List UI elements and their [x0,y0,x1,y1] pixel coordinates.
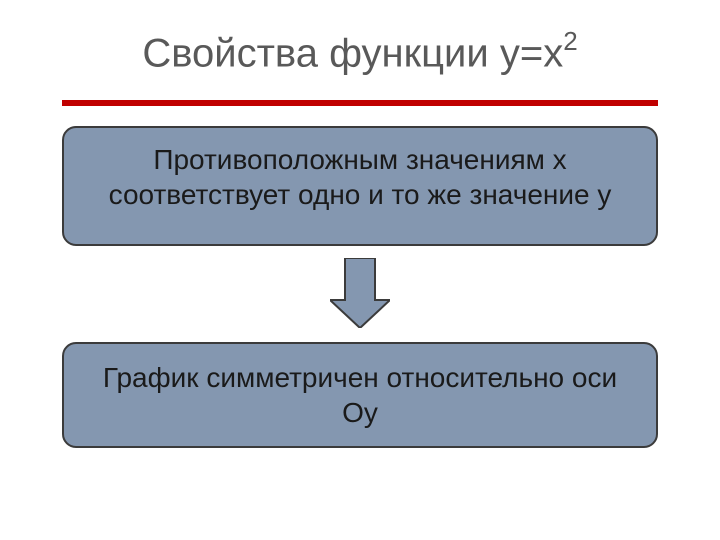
node-top-text: Противоположным значениям х соответствуе… [109,144,612,210]
page-title: Свойства функции y=x2 [0,0,720,100]
title-underline [62,100,658,106]
node-bottom-text: График симметричен относительно оси Оу [103,362,617,428]
title-text: Свойства функции y=x [142,31,563,75]
arrow-down-icon [330,258,390,328]
flowchart-edge [0,258,720,328]
title-exponent: 2 [563,26,577,56]
flowchart-node-top: Противоположным значениям х соответствуе… [62,126,658,246]
flowchart-node-bottom: График симметричен относительно оси Оу [62,342,658,448]
